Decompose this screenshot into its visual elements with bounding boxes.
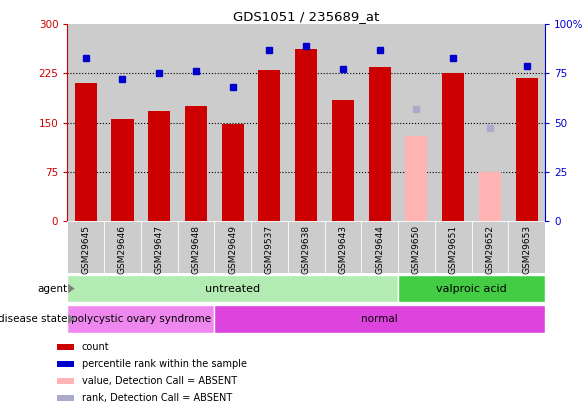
Bar — [222, 124, 244, 221]
FancyBboxPatch shape — [325, 221, 362, 273]
Bar — [369, 67, 391, 221]
Bar — [516, 78, 537, 221]
Text: GSM29647: GSM29647 — [155, 225, 163, 274]
Bar — [288, 24, 325, 221]
FancyBboxPatch shape — [214, 221, 251, 273]
Bar — [479, 172, 501, 221]
Text: GSM29651: GSM29651 — [449, 225, 458, 274]
FancyBboxPatch shape — [104, 221, 141, 273]
Text: disease state: disease state — [0, 314, 67, 324]
FancyBboxPatch shape — [251, 221, 288, 273]
FancyBboxPatch shape — [57, 344, 74, 350]
Bar — [406, 136, 427, 221]
Text: GSM29644: GSM29644 — [375, 225, 384, 274]
Bar — [332, 100, 354, 221]
Text: agent: agent — [38, 284, 67, 294]
FancyBboxPatch shape — [472, 221, 508, 273]
FancyBboxPatch shape — [67, 275, 398, 302]
FancyBboxPatch shape — [362, 221, 398, 273]
FancyBboxPatch shape — [57, 395, 74, 401]
Bar — [325, 24, 362, 221]
FancyBboxPatch shape — [398, 275, 545, 302]
FancyBboxPatch shape — [214, 305, 545, 333]
Bar — [214, 24, 251, 221]
Bar — [442, 73, 464, 221]
FancyBboxPatch shape — [288, 221, 325, 273]
Text: polycystic ovary syndrome: polycystic ovary syndrome — [71, 314, 211, 324]
Bar — [435, 24, 472, 221]
Text: GSM29648: GSM29648 — [192, 225, 200, 274]
FancyBboxPatch shape — [178, 221, 214, 273]
Text: rank, Detection Call = ABSENT: rank, Detection Call = ABSENT — [82, 393, 232, 403]
Bar — [472, 24, 508, 221]
Text: percentile rank within the sample: percentile rank within the sample — [82, 359, 247, 369]
Bar — [362, 24, 398, 221]
Bar — [295, 49, 317, 221]
Polygon shape — [68, 314, 75, 324]
Text: GSM29537: GSM29537 — [265, 225, 274, 274]
Text: GSM29638: GSM29638 — [302, 225, 311, 274]
FancyBboxPatch shape — [141, 221, 178, 273]
Text: valproic acid: valproic acid — [436, 284, 507, 294]
Title: GDS1051 / 235689_at: GDS1051 / 235689_at — [233, 10, 379, 23]
Text: value, Detection Call = ABSENT: value, Detection Call = ABSENT — [82, 376, 237, 386]
Text: GSM29645: GSM29645 — [81, 225, 90, 274]
Bar — [178, 24, 214, 221]
Text: normal: normal — [362, 314, 398, 324]
Bar — [251, 24, 288, 221]
Bar — [111, 119, 134, 221]
FancyBboxPatch shape — [435, 221, 472, 273]
FancyBboxPatch shape — [398, 221, 435, 273]
Bar — [398, 24, 435, 221]
Text: GSM29649: GSM29649 — [228, 225, 237, 274]
Bar — [104, 24, 141, 221]
Text: GSM29646: GSM29646 — [118, 225, 127, 274]
FancyBboxPatch shape — [67, 221, 104, 273]
Text: GSM29653: GSM29653 — [522, 225, 531, 274]
Bar — [508, 24, 545, 221]
Bar — [148, 111, 171, 221]
Bar — [67, 24, 104, 221]
FancyBboxPatch shape — [57, 361, 74, 367]
Bar — [185, 106, 207, 221]
FancyBboxPatch shape — [67, 305, 214, 333]
Text: GSM29643: GSM29643 — [339, 225, 347, 274]
Polygon shape — [68, 284, 75, 293]
FancyBboxPatch shape — [57, 378, 74, 384]
Bar — [258, 70, 281, 221]
Text: GSM29652: GSM29652 — [485, 225, 495, 274]
Text: untreated: untreated — [205, 284, 260, 294]
Bar — [75, 83, 97, 221]
Text: count: count — [82, 342, 110, 352]
Text: GSM29650: GSM29650 — [412, 225, 421, 274]
FancyBboxPatch shape — [508, 221, 545, 273]
Bar — [141, 24, 178, 221]
